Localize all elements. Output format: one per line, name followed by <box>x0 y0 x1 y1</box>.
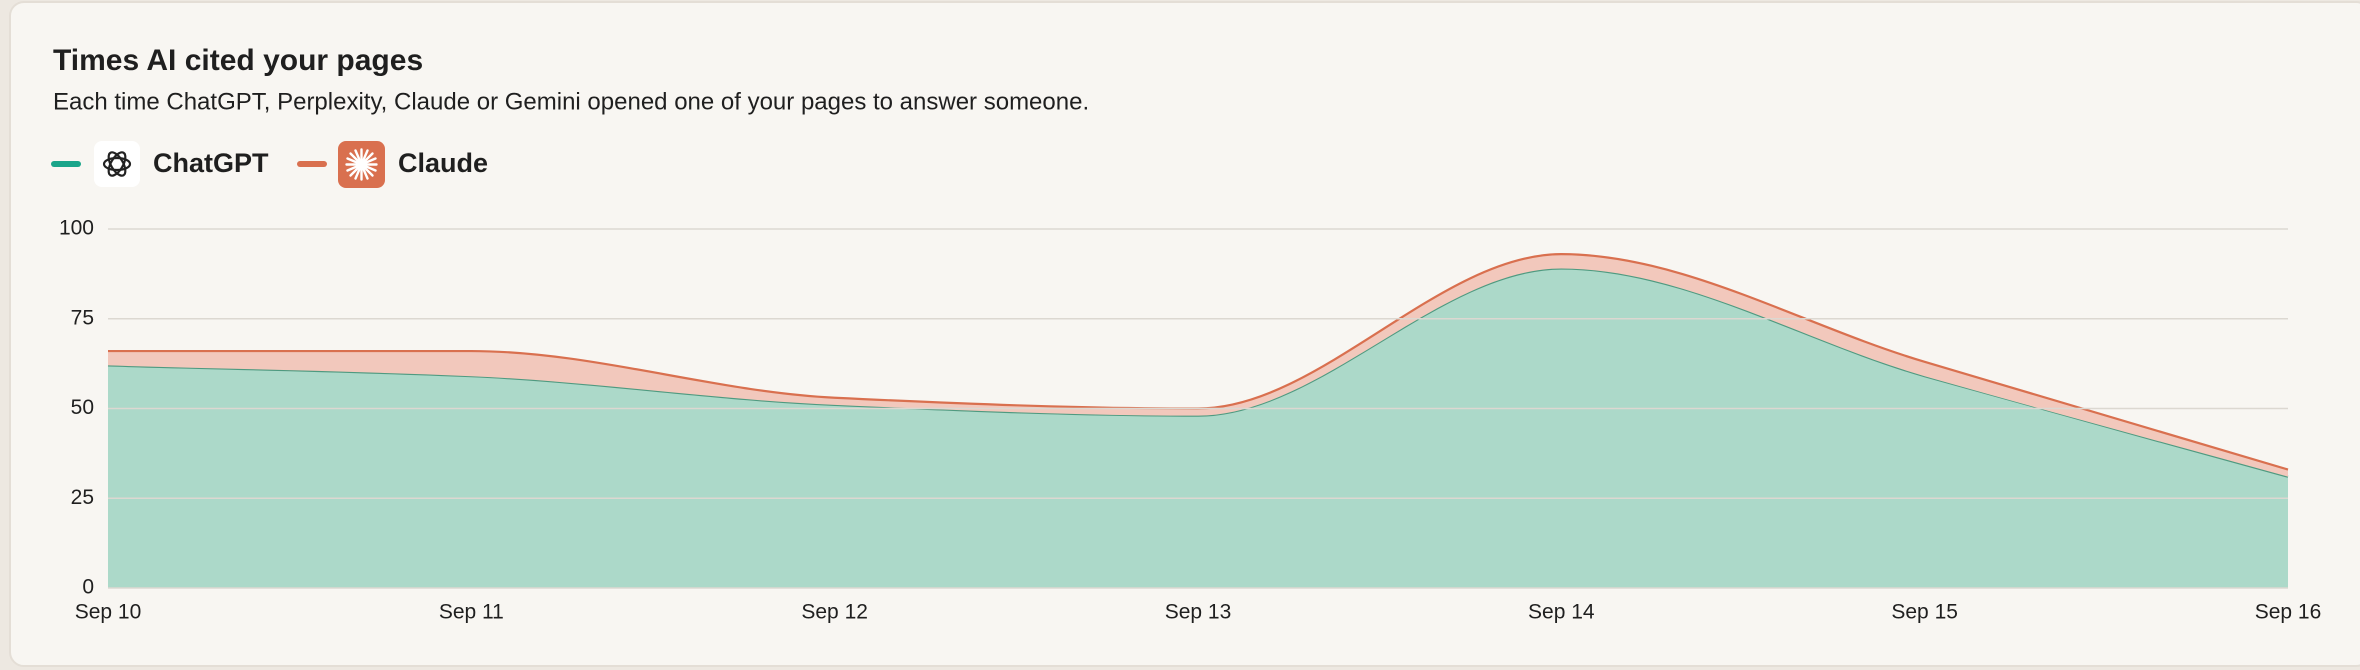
legend: ChatGPT Claude <box>51 141 488 188</box>
area <box>108 254 2288 477</box>
x-tick-label: Sep 11 <box>439 601 504 624</box>
x-tick-label: Sep 13 <box>1165 601 1232 624</box>
y-tick-label: 50 <box>71 396 94 419</box>
claude-logo <box>345 148 378 181</box>
x-tick-label: Sep 14 <box>1528 601 1595 624</box>
chatgpt-icon <box>94 141 140 187</box>
y-tick-label: 75 <box>71 306 94 329</box>
chart-title: Times AI cited your pages <box>53 44 423 77</box>
chatgpt-logo <box>102 151 132 177</box>
area <box>108 268 2288 588</box>
legend-label: ChatGPT <box>153 148 269 178</box>
y-tick-label: 25 <box>71 486 94 509</box>
x-tick-label: Sep 16 <box>2255 601 2322 624</box>
y-tick-label: 0 <box>82 576 94 599</box>
grid <box>108 228 2288 589</box>
x-tick-label: Sep 10 <box>75 601 142 624</box>
y-tick-label: 100 <box>59 217 94 240</box>
chart-subtitle: Each time ChatGPT, Perplexity, Claude or… <box>53 88 1089 115</box>
x-tick-label: Sep 12 <box>801 601 868 624</box>
x-tick-label: Sep 15 <box>1891 601 1958 624</box>
legend-label: Claude <box>398 148 488 178</box>
